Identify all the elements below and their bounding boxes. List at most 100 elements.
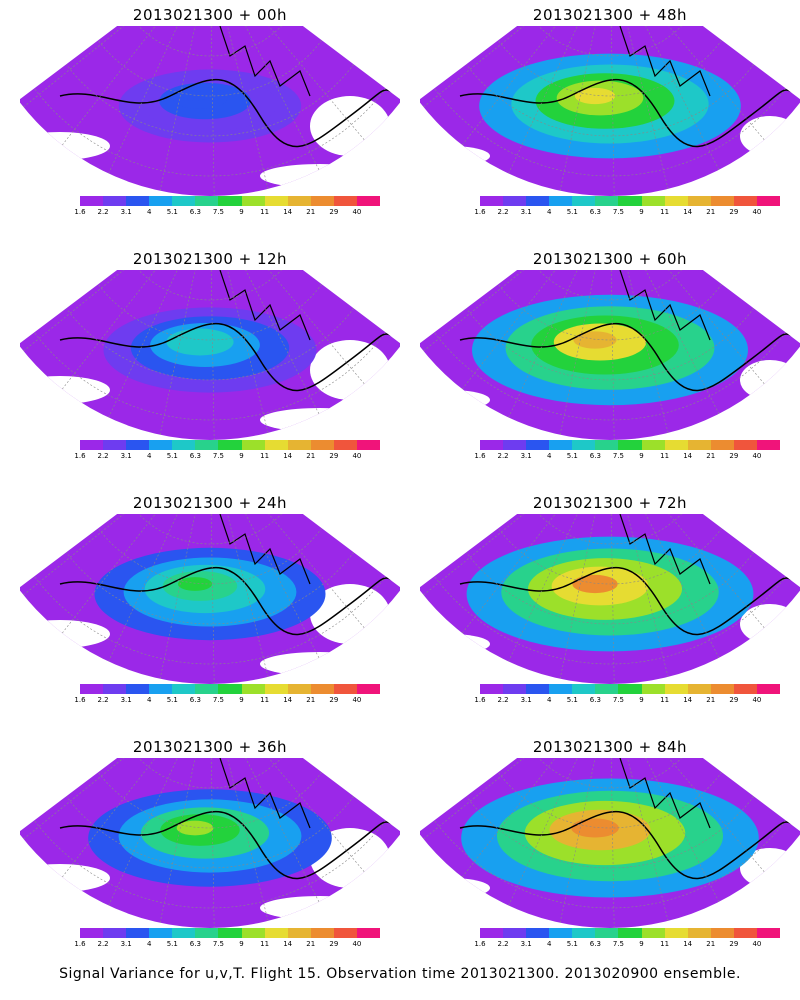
colorbar-swatch — [333, 684, 357, 694]
colorbar-swatch — [356, 684, 381, 694]
variance-contour — [571, 818, 619, 838]
colorbar-tick-label: 29 — [329, 940, 339, 948]
colorbar-swatch — [80, 196, 104, 206]
map-panel: 2013021300 + 48h 1.6 2.2 3.1 4 5.1 6.3 7.5 9 11 14… — [420, 0, 800, 235]
colorbar-tick-label: 9 — [639, 696, 644, 704]
graticule-meridian — [159, 270, 196, 435]
graticule-latitude — [497, 40, 723, 97]
graticule-latitude — [97, 528, 323, 585]
graticule-meridian — [641, 514, 720, 658]
colorbar-swatch — [664, 928, 688, 938]
graticule-meridian — [226, 26, 269, 189]
graticule-meridian — [641, 270, 720, 414]
colorbar-tick-label: 2.2 — [497, 696, 509, 704]
colorbar-tick-label: 5.1 — [166, 940, 178, 948]
variance-contour — [573, 331, 617, 349]
colorbar-swatch — [195, 440, 219, 450]
graticule-meridian — [254, 270, 365, 385]
colorbar-swatch — [287, 440, 311, 450]
variance-contour — [572, 574, 618, 594]
coastline — [59, 79, 400, 148]
graticule-meridian — [62, 758, 168, 878]
coastline — [59, 567, 400, 636]
graticule-meridian — [508, 514, 581, 662]
graticule-meridian — [108, 26, 181, 174]
colorbar-tick-label: 1.6 — [474, 940, 486, 948]
colorbar-tick-label: 29 — [329, 696, 339, 704]
map-panel: 2013021300 + 72h 1.6 2.2 3.1 4 5.1 6.3 7.5 9 11 14… — [420, 488, 800, 723]
colorbar-tick-label: 4 — [546, 208, 552, 216]
low-signal-gap — [260, 408, 380, 432]
colorbar-tick-label: 5.1 — [566, 452, 578, 460]
colorbar-swatch — [195, 684, 219, 694]
arctic-coastline — [219, 270, 311, 341]
graticule-meridian — [462, 26, 568, 146]
arctic-coastline — [219, 514, 311, 585]
graticule-meridian — [423, 514, 556, 596]
colorbar-tick-label: 9 — [639, 452, 644, 460]
graticule-meridian — [62, 26, 168, 146]
graticule-meridian — [423, 270, 556, 352]
colorbar-swatch — [480, 196, 504, 206]
colorbar-swatch — [287, 928, 311, 938]
colorbar-swatch — [756, 928, 781, 938]
graticule-meridian — [559, 514, 596, 679]
colorbar-tick-label: 7.5 — [212, 208, 225, 216]
colorbar-swatch — [172, 684, 196, 694]
colorbar-tick-label: 9 — [239, 696, 244, 704]
colorbar-swatch — [549, 928, 573, 938]
colorbar-swatches — [480, 196, 781, 206]
colorbar-swatch — [264, 440, 288, 450]
map-panel: 2013021300 + 12h 1.6 2.2 3.1 4 5.1 6.3 7.5 9 11 14… — [20, 244, 400, 479]
graticule-latitude — [66, 64, 354, 137]
colorbar-swatch — [356, 440, 381, 450]
graticule-meridian — [626, 26, 669, 189]
colorbar-swatch — [641, 196, 665, 206]
colorbar-swatch — [710, 440, 734, 450]
arctic-coastline — [619, 270, 711, 341]
colorbar-swatch — [333, 196, 357, 206]
colorbar-tick-label: 5.1 — [166, 696, 178, 704]
variance-contour — [176, 820, 214, 836]
graticule-meridian — [641, 26, 720, 170]
colorbar-swatch — [80, 440, 104, 450]
colorbar-tick-label: 7.5 — [612, 940, 625, 948]
variance-map — [420, 270, 800, 440]
colorbar-tick-label: 11 — [260, 940, 270, 948]
colorbar-swatch — [195, 196, 219, 206]
colorbar: 1.6 2.2 3.1 4 5.1 6.3 7.5 9 11 14 21 29 40 — [74, 928, 381, 958]
graticule-meridian — [210, 26, 215, 196]
colorbar-swatch — [595, 684, 619, 694]
graticule-latitude — [66, 552, 354, 625]
colorbar-tick-label: 14 — [283, 452, 293, 460]
colorbar-tick-label: 4 — [546, 696, 552, 704]
graticule-latitude — [129, 514, 291, 545]
panel-title: 2013021300 + 72h — [532, 494, 688, 512]
low-signal-gap — [260, 652, 380, 676]
graticule-meridian — [210, 514, 215, 684]
colorbar-tick-label: 21 — [306, 940, 316, 948]
colorbar-swatch — [480, 684, 504, 694]
colorbar-tick-label: 5.1 — [566, 940, 578, 948]
graticule-latitude — [497, 284, 723, 341]
coastline — [59, 811, 400, 880]
graticule-latitude — [529, 514, 691, 545]
colorbar-tick-label: 7.5 — [212, 696, 225, 704]
graticule-meridian — [23, 758, 156, 840]
colorbar-tick-label: 7.5 — [212, 452, 225, 460]
colorbar-swatch — [641, 440, 665, 450]
colorbar-tick-label: 11 — [660, 940, 670, 948]
graticule-meridian — [610, 758, 615, 928]
map-panel: 2013021300 + 00h 1.6 2.2 3.1 4 5.1 6.3 7.5 9 11 14… — [20, 0, 400, 235]
graticule-latitude — [529, 270, 691, 301]
colorbar-swatch — [103, 928, 127, 938]
colorbar-swatch — [549, 440, 573, 450]
colorbar-swatch — [572, 196, 596, 206]
colorbar-tick-label: 14 — [283, 208, 293, 216]
graticule-meridian — [226, 270, 269, 433]
colorbar-tick-label: 3.1 — [120, 452, 132, 460]
graticule-meridian — [241, 514, 320, 658]
colorbar-tick-label: 21 — [706, 452, 716, 460]
graticule-meridian — [241, 270, 320, 414]
graticule-meridian — [62, 270, 168, 390]
